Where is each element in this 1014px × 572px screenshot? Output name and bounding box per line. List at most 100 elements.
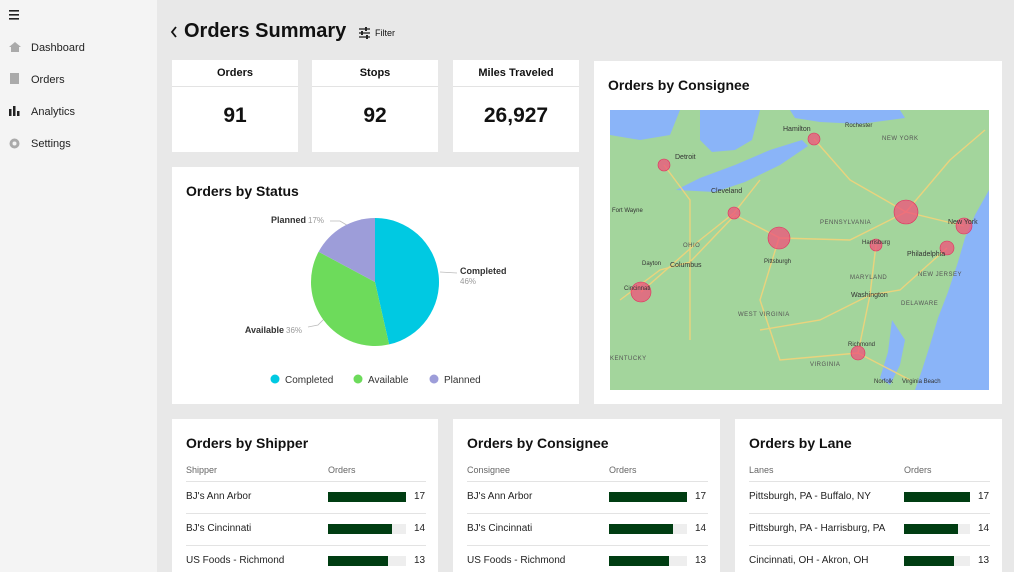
map-label: Pittsburgh bbox=[764, 259, 791, 265]
table-card: Orders by Lane Lanes Orders Pittsburgh, PA … bbox=[735, 419, 1002, 572]
leader-line bbox=[439, 271, 458, 274]
map-label: Dayton bbox=[642, 261, 661, 267]
table-card: Orders by Shipper Shipper Orders BJ's Ann A… bbox=[172, 419, 438, 572]
pie-percent: 36% bbox=[286, 326, 302, 335]
legend-label[interactable]: Available bbox=[368, 375, 409, 386]
legend-label[interactable]: Planned bbox=[444, 375, 481, 386]
map-label: DELAWARE bbox=[901, 301, 938, 307]
row-value: 13 bbox=[978, 555, 990, 566]
map-label: New York bbox=[948, 219, 978, 226]
pie-percent: 46% bbox=[460, 277, 476, 286]
nav-item[interactable]: Dashboard bbox=[31, 42, 85, 54]
row-value: 17 bbox=[978, 491, 990, 502]
map-label: Richmond bbox=[848, 342, 875, 348]
map-label: Norfolk bbox=[874, 379, 894, 385]
filter-icon[interactable] bbox=[359, 27, 371, 39]
legend-label[interactable]: Completed bbox=[285, 375, 333, 386]
settings-icon bbox=[9, 138, 20, 149]
row-value: 13 bbox=[695, 555, 707, 566]
filter-button[interactable]: Filter bbox=[375, 28, 395, 38]
row-divider bbox=[186, 545, 426, 546]
row-divider bbox=[186, 481, 426, 482]
map-label: NEW JERSEY bbox=[918, 272, 962, 278]
pie-slice bbox=[311, 251, 390, 346]
bar bbox=[609, 556, 669, 566]
row-name: Cincinnati, OH - Akron, OH bbox=[749, 555, 869, 566]
map-label: Detroit bbox=[675, 154, 696, 161]
sidebar: Dashboard Orders Analytics Settings bbox=[0, 0, 157, 572]
map[interactable]: Hamilton Rochester NEW YORK Detroit Clev… bbox=[610, 110, 989, 390]
menu-icon[interactable] bbox=[9, 10, 21, 20]
legend-swatch bbox=[429, 374, 439, 384]
row-name: BJ's Ann Arbor bbox=[467, 491, 533, 502]
map-label: Fort Wayne bbox=[612, 208, 643, 214]
row-divider bbox=[467, 513, 708, 514]
map-card: Orders by Consignee Hamilton Rochester N… bbox=[594, 61, 1002, 404]
analytics-icon bbox=[9, 106, 20, 116]
map-label: WEST VIRGINIA bbox=[738, 312, 790, 318]
map-label: Hamilton bbox=[783, 126, 811, 133]
pie-slice bbox=[318, 218, 375, 282]
nav-item[interactable]: Orders bbox=[31, 74, 65, 86]
map-label: Harrisburg bbox=[862, 240, 890, 246]
column-header: Lanes bbox=[749, 465, 774, 475]
bar bbox=[328, 556, 388, 566]
dashboard-icon bbox=[9, 42, 21, 52]
bar bbox=[904, 556, 955, 566]
bar bbox=[328, 492, 406, 502]
legend-swatch bbox=[270, 374, 280, 384]
row-name: Pittsburgh, PA - Buffalo, NY bbox=[749, 491, 871, 502]
status-card: Orders by Status Planned 17% Completed 4… bbox=[172, 167, 579, 404]
bar bbox=[904, 524, 959, 534]
map-label: Cincinnati bbox=[624, 286, 650, 292]
row-name: BJ's Ann Arbor bbox=[186, 491, 252, 502]
map-label: KENTUCKY bbox=[610, 356, 647, 362]
page-title: Orders Summary bbox=[184, 20, 347, 42]
kpi-label: Stops bbox=[312, 60, 438, 87]
back-icon[interactable] bbox=[170, 26, 178, 38]
map-label: Washington bbox=[851, 292, 888, 299]
row-divider bbox=[749, 545, 990, 546]
column-header: Orders bbox=[609, 465, 637, 475]
table-card: Orders by Consignee Consignee Orders BJ's A… bbox=[453, 419, 720, 572]
kpi-card: Orders 91 bbox=[172, 60, 298, 152]
row-name: BJ's Cincinnati bbox=[467, 523, 533, 534]
map-label: Rochester bbox=[845, 123, 872, 129]
row-value: 13 bbox=[414, 555, 426, 566]
card-title: Orders by Consignee bbox=[608, 77, 750, 93]
nav-item[interactable]: Settings bbox=[31, 138, 71, 150]
kpi-card: Miles Traveled 26,927 bbox=[453, 60, 579, 152]
map-label: PENNSYLVANIA bbox=[820, 220, 871, 226]
map-label: Cleveland bbox=[711, 188, 742, 195]
card-title: Orders by Lane bbox=[749, 435, 852, 451]
bar bbox=[609, 492, 687, 502]
row-divider bbox=[186, 513, 426, 514]
row-name: US Foods - Richmond bbox=[186, 555, 285, 566]
column-header: Consignee bbox=[467, 465, 511, 475]
row-name: US Foods - Richmond bbox=[467, 555, 566, 566]
row-divider bbox=[749, 481, 990, 482]
row-value: 17 bbox=[695, 491, 707, 502]
row-value: 14 bbox=[695, 523, 707, 534]
row-divider bbox=[467, 545, 708, 546]
column-header: Orders bbox=[328, 465, 356, 475]
map-label: NEW YORK bbox=[882, 136, 919, 142]
kpi-label: Orders bbox=[172, 60, 298, 87]
kpi-value: 92 bbox=[363, 104, 387, 127]
pie-percent: 17% bbox=[308, 216, 324, 225]
bar bbox=[328, 524, 393, 534]
row-value: 14 bbox=[414, 523, 426, 534]
nav-item[interactable]: Analytics bbox=[31, 106, 76, 118]
pie-slice bbox=[375, 218, 439, 345]
bar bbox=[904, 492, 970, 502]
card-title: Orders by Shipper bbox=[186, 435, 309, 451]
pie-chart: Planned 17% Completed 46% Available 36% … bbox=[245, 215, 507, 386]
card-title: Orders by Consignee bbox=[467, 435, 609, 451]
map-label: MARYLAND bbox=[850, 275, 887, 281]
row-divider bbox=[467, 481, 708, 482]
row-name: BJ's Cincinnati bbox=[186, 523, 252, 534]
bar bbox=[609, 524, 674, 534]
card-title: Orders by Status bbox=[186, 183, 299, 199]
row-value: 14 bbox=[978, 523, 990, 534]
